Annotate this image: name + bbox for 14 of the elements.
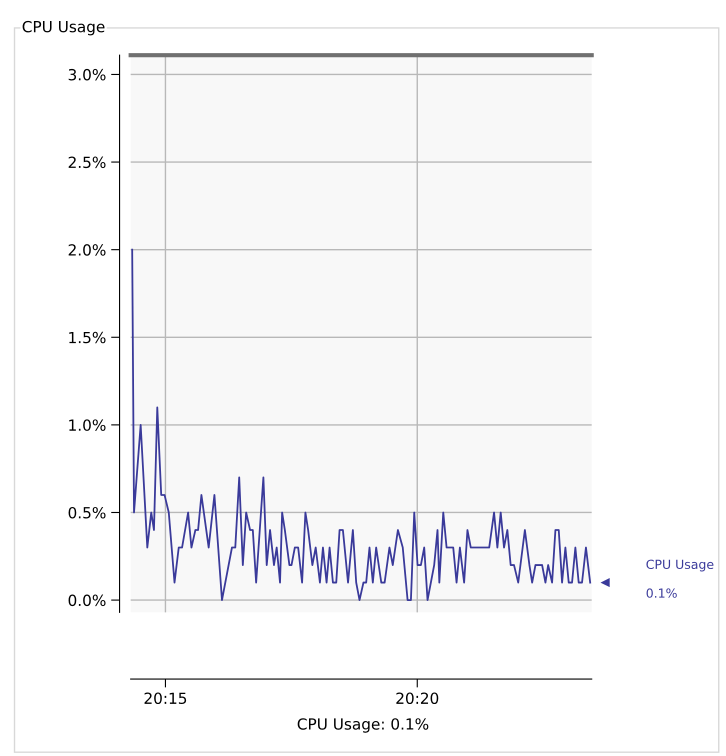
y-tick-label: 1.5% bbox=[69, 332, 106, 344]
y-tick-label: 2.5% bbox=[68, 156, 106, 168]
text: CPU Usage bbox=[646, 560, 714, 572]
text: CPU Usage: 0.1% bbox=[298, 718, 428, 733]
y-tick-label: 3.0% bbox=[68, 68, 106, 80]
y-tick-label: 0.5% bbox=[68, 506, 106, 519]
y-tick-label: 0.0% bbox=[68, 594, 106, 606]
x-tick-label: 20:20 bbox=[396, 692, 438, 704]
chart-title: CPU Usage bbox=[22, 20, 104, 36]
y-tick-label: 2.0% bbox=[68, 244, 106, 256]
text: 0.1% bbox=[646, 588, 677, 598]
line-series bbox=[131, 248, 592, 601]
x-tick-label: 20:15 bbox=[144, 692, 186, 704]
y-tick-label: 1.0% bbox=[69, 419, 106, 431]
